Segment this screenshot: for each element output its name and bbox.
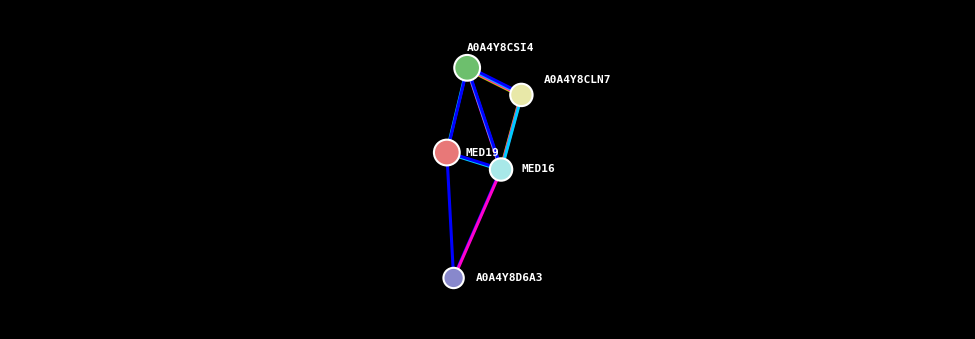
Text: A0A4Y8D6A3: A0A4Y8D6A3 — [476, 273, 543, 283]
Text: A0A4Y8CLN7: A0A4Y8CLN7 — [543, 75, 611, 85]
Text: MED16: MED16 — [522, 164, 555, 175]
Circle shape — [510, 84, 532, 106]
Circle shape — [434, 140, 459, 165]
Circle shape — [454, 55, 480, 81]
Text: MED19: MED19 — [465, 147, 499, 158]
Circle shape — [489, 158, 512, 181]
Circle shape — [444, 268, 464, 288]
Text: A0A4Y8CSI4: A0A4Y8CSI4 — [467, 43, 534, 53]
